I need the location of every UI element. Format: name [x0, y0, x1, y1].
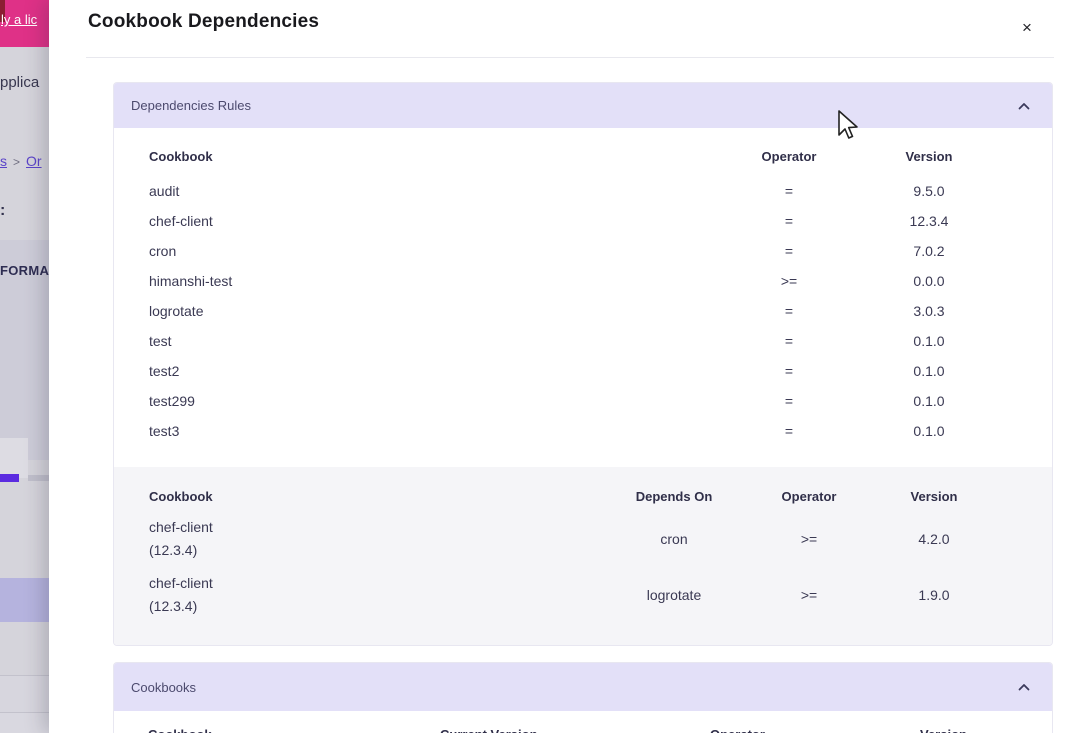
table-row: cron = 7.0.2	[149, 236, 1052, 266]
modal-title: Cookbook Dependencies	[88, 11, 320, 32]
banner-accent-block	[0, 0, 5, 22]
version-cell: 0.1.0	[913, 333, 945, 349]
rules-table-header-row: Cookbook Operator Version	[149, 141, 1052, 171]
breadcrumb: s > Or	[0, 153, 42, 169]
modal-header-divider	[86, 57, 1054, 58]
background-panel	[0, 240, 49, 460]
cookbook-cell: test2	[149, 363, 180, 379]
table-row: test299 = 0.1.0	[149, 386, 1052, 416]
section-title: Dependencies Rules	[131, 98, 251, 113]
operator-cell: =	[784, 213, 794, 229]
background-heading-fragment: pplica	[0, 74, 40, 91]
depends-on-cell: cron	[660, 531, 688, 547]
version-cell: 0.1.0	[913, 393, 945, 409]
cookbook-cell: cron	[149, 243, 177, 259]
column-header: Version	[910, 488, 958, 504]
column-header: Version	[905, 148, 953, 164]
cookbook-cell: himanshi-test	[149, 273, 233, 289]
cookbook-cell: test299	[149, 393, 195, 409]
depends-on-cell: logrotate	[646, 587, 702, 603]
version-cell: 7.0.2	[913, 243, 945, 259]
version-cell: 0.0.0	[913, 273, 945, 289]
version-cell: 4.2.0	[918, 531, 950, 547]
table-row: audit = 9.5.0	[149, 176, 1052, 206]
cookbook-cell: chef-client	[149, 213, 213, 229]
progress-bar-filled	[0, 474, 19, 482]
version-cell: 1.9.0	[918, 587, 950, 603]
dependencies-rules-section: Dependencies Rules Cookbook Operator Ver…	[113, 82, 1053, 646]
column-header: Cookbook	[149, 488, 213, 504]
version-cell: 0.1.0	[913, 423, 945, 439]
background-card-fragment	[0, 438, 28, 478]
column-header: Cookbook	[148, 727, 212, 733]
column-header: Cookbook	[149, 148, 213, 164]
cookbook-cell: test	[149, 333, 172, 349]
cookbooks-header[interactable]: Cookbooks	[114, 663, 1052, 711]
column-header: Depends On	[635, 488, 713, 504]
operator-cell: =	[784, 183, 794, 199]
table-row: test2 = 0.1.0	[149, 356, 1052, 386]
section-title: Cookbooks	[131, 679, 197, 695]
cookbook-cell: test3	[149, 423, 180, 439]
breadcrumb-separator-icon: >	[13, 155, 21, 169]
cookbook-cell: audit	[149, 183, 180, 199]
column-header: Current Version	[440, 727, 538, 733]
operator-cell: =	[784, 423, 794, 439]
operator-cell: =	[784, 333, 794, 349]
cookbook-dependencies-modal: Cookbook Dependencies × Dependencies Rul…	[49, 0, 1085, 733]
column-header: Operator	[781, 488, 837, 504]
operator-cell: >=	[780, 273, 798, 289]
cookbook-cell: chef-client (12.3.4)	[149, 519, 213, 558]
chevron-up-icon[interactable]	[1018, 683, 1030, 691]
dependencies-rules-header[interactable]: Dependencies Rules	[114, 83, 1052, 128]
version-cell: 9.5.0	[913, 183, 945, 199]
operator-cell: =	[784, 303, 794, 319]
depends-on-table: Cookbook Depends On Operator Version che…	[114, 467, 1052, 645]
version-cell: 0.1.0	[913, 363, 945, 379]
cookbooks-section: Cookbooks	[113, 662, 1053, 733]
operator-cell: >=	[800, 587, 818, 603]
operator-cell: >=	[800, 531, 818, 547]
dimmed-background-page: ly a lic pplica s > Or : FORMA	[0, 0, 49, 733]
background-table-row	[0, 712, 49, 733]
chevron-up-icon[interactable]	[1018, 102, 1030, 110]
background-table-row	[0, 675, 49, 712]
breadcrumb-link-2[interactable]: Or	[26, 153, 42, 169]
background-label-fragment: FORMA	[0, 263, 50, 278]
depends-table-header-row: Cookbook Depends On Operator Version	[149, 481, 1052, 511]
table-row: test = 0.1.0	[149, 326, 1052, 356]
rules-table: Cookbook Operator Version audit = 9.5.0 …	[114, 128, 1052, 446]
column-header: Operator	[710, 727, 765, 733]
operator-cell: =	[784, 243, 794, 259]
column-header: Operator	[761, 148, 817, 164]
table-row: chef-client = 12.3.4	[149, 206, 1052, 236]
close-icon[interactable]: ×	[1015, 16, 1039, 40]
breadcrumb-link-1[interactable]: s	[0, 153, 7, 169]
table-row: chef-client (12.3.4) cron >= 4.2.0	[149, 511, 1052, 567]
version-cell: 3.0.3	[913, 303, 945, 319]
background-selected-row	[0, 578, 49, 622]
background-banner: ly a lic	[0, 0, 49, 47]
table-row: chef-client (12.3.4) logrotate >= 1.9.0	[149, 567, 1052, 623]
version-cell: 12.3.4	[909, 213, 949, 229]
table-row: logrotate = 3.0.3	[149, 296, 1052, 326]
background-text-colon: :	[0, 202, 6, 219]
table-row: test3 = 0.1.0	[149, 416, 1052, 446]
cookbook-cell: chef-client (12.3.4)	[149, 575, 213, 614]
operator-cell: =	[784, 393, 794, 409]
column-header: Version	[920, 727, 967, 733]
operator-cell: =	[784, 363, 794, 379]
table-row: himanshi-test >= 0.0.0	[149, 266, 1052, 296]
cookbook-cell: logrotate	[149, 303, 204, 319]
progress-bar-track	[28, 475, 49, 481]
banner-link[interactable]: ly a lic	[1, 12, 38, 27]
